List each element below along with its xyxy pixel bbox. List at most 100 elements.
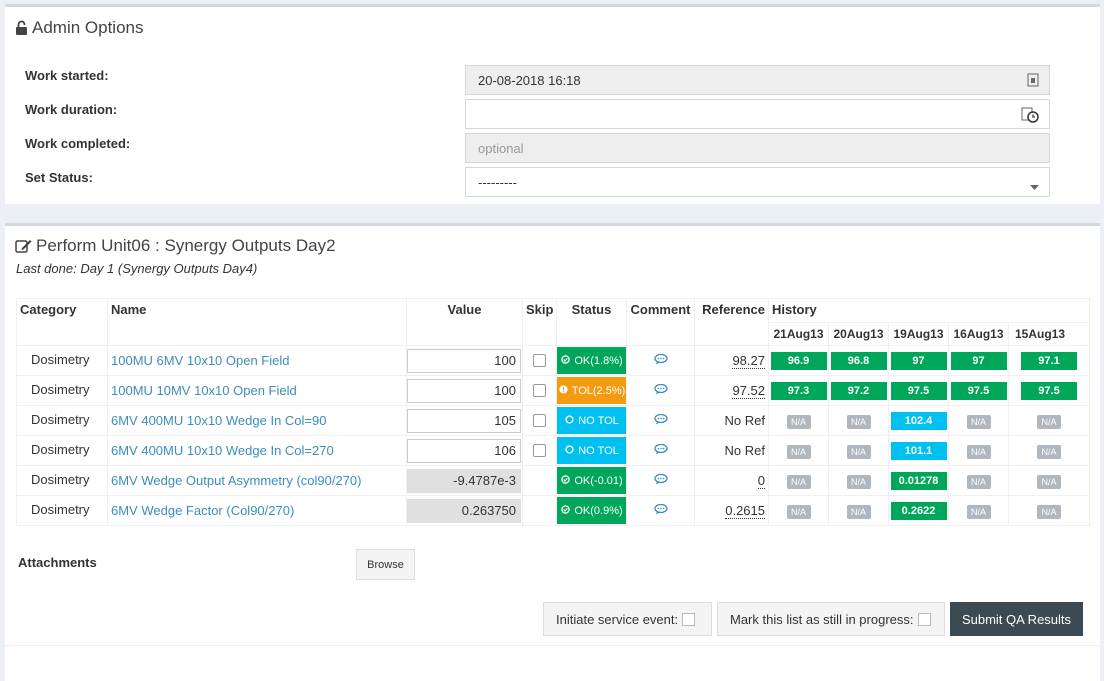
- history-value: 97: [950, 351, 1007, 370]
- admin-options-header: Admin Options: [15, 18, 144, 38]
- comment-cell: [626, 405, 695, 436]
- history-value: 101.1: [890, 441, 947, 460]
- history-cell: 96.9: [768, 345, 829, 376]
- submit-qa-results-button[interactable]: Submit QA Results: [950, 602, 1083, 636]
- table-row: Dosimetry 100MU 10MV 10x10 Open Field 100 T…: [16, 375, 1090, 406]
- comment-icon[interactable]: [653, 473, 668, 488]
- history-value: N/A: [846, 504, 871, 519]
- history-cell: N/A: [1008, 465, 1090, 496]
- col-header-skip: Skip: [522, 298, 557, 346]
- perform-panel: Perform Unit06 : Synergy Outputs Day2 La…: [5, 223, 1100, 681]
- value-cell: 0.263750: [406, 495, 523, 526]
- history-cell: N/A: [948, 435, 1009, 466]
- row-category: Dosimetry: [16, 435, 108, 466]
- work-completed-field[interactable]: optional: [465, 133, 1050, 163]
- history-cell: 0.01278: [888, 465, 949, 496]
- test-name-link[interactable]: 6MV 400MU 10x10 Wedge In Col=90: [107, 405, 407, 436]
- history-cell: 97: [948, 345, 1009, 376]
- history-cell: N/A: [828, 435, 889, 466]
- col-header-comment: Comment: [626, 298, 695, 346]
- history-cell: 97.2: [828, 375, 889, 406]
- status-text: TOL(2.5%): [571, 384, 626, 397]
- calendar-clock-icon[interactable]: [1021, 107, 1039, 126]
- history-cell: 97.5: [1008, 375, 1090, 406]
- skip-checkbox[interactable]: [533, 444, 546, 457]
- reference-cell: 97.52: [694, 375, 769, 406]
- comment-icon[interactable]: [653, 353, 668, 368]
- in-progress-checkbox[interactable]: [917, 612, 931, 626]
- value-input[interactable]: 100: [407, 378, 521, 403]
- skip-cell: [522, 435, 557, 466]
- initiate-service-checkbox[interactable]: [682, 612, 696, 626]
- admin-options-title: Admin Options: [32, 18, 144, 37]
- skip-checkbox[interactable]: [533, 414, 546, 427]
- qa-test-table: Category Name Value Skip Status Comment …: [16, 298, 1090, 526]
- set-status-select[interactable]: ---------: [465, 167, 1050, 197]
- in-progress-label: Mark this list as still in progress:: [730, 611, 914, 627]
- test-name-link[interactable]: 6MV Wedge Output Asymmetry (col90/270): [107, 465, 407, 496]
- history-date-2: 20Aug13: [828, 322, 889, 346]
- status-cell: OK(-0.01): [556, 465, 627, 496]
- history-cell: N/A: [1008, 495, 1090, 526]
- work-duration-field[interactable]: [465, 99, 1050, 129]
- in-progress-toggle[interactable]: Mark this list as still in progress:: [717, 602, 945, 636]
- row-category: Dosimetry: [16, 465, 108, 496]
- history-date-5: 15Aug13: [1008, 322, 1090, 346]
- comment-icon[interactable]: [653, 503, 668, 518]
- initiate-service-label: Initiate service event:: [556, 611, 679, 627]
- value-cell: 100: [406, 345, 523, 376]
- history-value: N/A: [786, 504, 811, 519]
- comment-cell: [626, 375, 695, 406]
- row-category: Dosimetry: [16, 495, 108, 526]
- history-value: 97: [890, 351, 947, 370]
- status-badge: OK(0.9%): [557, 497, 627, 524]
- exclamation-circle-icon: [559, 384, 568, 397]
- reference-cell: 98.27: [694, 345, 769, 376]
- history-cell: N/A: [1008, 435, 1090, 466]
- unlock-icon: [15, 20, 28, 36]
- reference-cell: No Ref: [694, 405, 769, 436]
- test-name-link[interactable]: 6MV Wedge Factor (Col90/270): [107, 495, 407, 526]
- row-category: Dosimetry: [16, 345, 108, 376]
- test-name-link[interactable]: 100MU 6MV 10x10 Open Field: [107, 345, 407, 376]
- history-cell: 102.4: [888, 405, 949, 436]
- history-cell: 101.1: [888, 435, 949, 466]
- status-badge: NO TOL: [557, 407, 627, 434]
- value-input[interactable]: 105: [407, 408, 521, 433]
- test-name-link[interactable]: 100MU 10MV 10x10 Open Field: [107, 375, 407, 406]
- value-input[interactable]: 100: [407, 348, 521, 373]
- value-cell: 100: [406, 375, 523, 406]
- perform-header: Perform Unit06 : Synergy Outputs Day2: [15, 236, 336, 256]
- reference-value: No Ref: [724, 413, 765, 428]
- perform-title: Perform Unit06 : Synergy Outputs Day2: [36, 236, 336, 255]
- history-value: N/A: [786, 414, 811, 429]
- status-badge: TOL(2.5%): [557, 377, 627, 404]
- history-value: N/A: [846, 414, 871, 429]
- work-started-value: 20-08-2018 16:18: [478, 72, 581, 88]
- work-started-field[interactable]: 20-08-2018 16:18: [465, 65, 1050, 95]
- history-value: 97.2: [830, 381, 887, 400]
- history-value: 102.4: [890, 411, 947, 430]
- edit-icon: [15, 239, 32, 254]
- reference-value: 0.2615: [725, 503, 765, 519]
- test-name-link[interactable]: 6MV 400MU 10x10 Wedge In Col=270: [107, 435, 407, 466]
- skip-checkbox[interactable]: [533, 384, 546, 397]
- comment-icon[interactable]: [653, 383, 668, 398]
- browse-button[interactable]: Browse: [356, 549, 415, 580]
- comment-icon[interactable]: [653, 443, 668, 458]
- circle-icon: [565, 444, 574, 457]
- reference-value: 98.27: [732, 353, 765, 369]
- comment-icon[interactable]: [653, 413, 668, 428]
- value-input[interactable]: 106: [407, 438, 521, 463]
- skip-checkbox[interactable]: [533, 354, 546, 367]
- work-completed-label: Work completed:: [25, 136, 131, 151]
- initiate-service-event-toggle[interactable]: Initiate service event:: [543, 602, 712, 636]
- table-row: Dosimetry 6MV 400MU 10x10 Wedge In Col=27…: [16, 435, 1090, 466]
- col-header-category: Category: [16, 298, 108, 346]
- history-cell: N/A: [828, 405, 889, 436]
- status-cell: OK(0.9%): [556, 495, 627, 526]
- skip-cell: [522, 465, 557, 496]
- status-badge: NO TOL: [557, 437, 627, 464]
- calendar-icon: [1027, 73, 1039, 90]
- history-value: N/A: [846, 474, 871, 489]
